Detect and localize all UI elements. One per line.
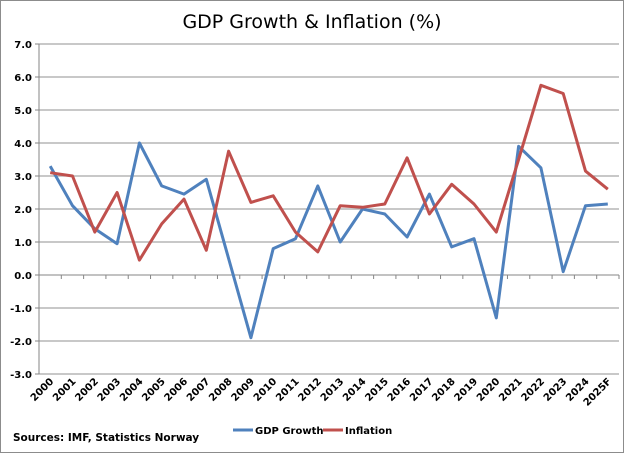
x-tick-label: 2004 xyxy=(118,376,145,403)
series-lines xyxy=(48,83,609,340)
x-tick-label: 2014 xyxy=(341,376,368,403)
x-tick-label: 2010 xyxy=(252,376,279,403)
x-tick-label: 2000 xyxy=(29,376,56,403)
x-tick-label: 2021 xyxy=(497,376,524,403)
x-tick-label: 2023 xyxy=(542,376,569,403)
x-tick-label: 2007 xyxy=(185,376,212,403)
x-tick-label: 2013 xyxy=(319,376,346,403)
x-tick-label: 2008 xyxy=(207,376,234,403)
y-tick-label: 6.0 xyxy=(14,73,32,84)
series-line-inflation xyxy=(49,83,609,262)
x-tick-label: 2022 xyxy=(520,376,547,403)
x-tick-label: 2011 xyxy=(274,376,301,403)
y-axis: 7.0 6.0 5.0 4.0 3.0 2.0 1.0 0.0 -1.0 -2.0 -3.0 xyxy=(10,40,40,381)
y-tick-label: 3.0 xyxy=(14,172,32,183)
x-tick-label: 2012 xyxy=(297,376,324,403)
x-axis: 2000200120022003200420052006200720082009… xyxy=(29,275,620,409)
x-tick-label: 2017 xyxy=(408,376,435,403)
y-tick-label: -3.0 xyxy=(10,370,32,381)
x-tick-label: 2016 xyxy=(386,376,413,403)
chart-title: GDP Growth & Inflation (%) xyxy=(182,11,441,33)
x-tick-label: 2019 xyxy=(453,376,480,403)
legend-label: GDP Growth xyxy=(255,426,323,437)
x-tick-label: 2020 xyxy=(475,376,502,403)
legend-label: Inflation xyxy=(345,426,392,437)
y-tick-label: -2.0 xyxy=(10,337,32,348)
x-tick-label: 2002 xyxy=(73,376,100,403)
y-tick-label: -1.0 xyxy=(10,304,32,315)
y-tick-label: 2.0 xyxy=(14,205,32,216)
x-tick-label: 2006 xyxy=(163,376,190,403)
x-tick-label: 2015 xyxy=(363,376,390,403)
x-tick-label: 2005 xyxy=(140,376,167,403)
gridlines xyxy=(39,43,619,375)
y-tick-label: 4.0 xyxy=(14,139,32,150)
source-note: Sources: IMF, Statistics Norway xyxy=(13,432,199,444)
y-tick-label: 5.0 xyxy=(14,106,32,117)
legend: GDP Growth Inflation xyxy=(233,426,392,437)
y-tick-label: 0.0 xyxy=(14,271,32,282)
y-tick-label: 1.0 xyxy=(14,238,32,249)
y-tick-label: 7.0 xyxy=(14,40,32,51)
x-tick-label: 2001 xyxy=(51,376,78,403)
x-tick-label: 2009 xyxy=(230,376,257,403)
x-tick-label: 2003 xyxy=(96,376,123,403)
x-tick-label: 2018 xyxy=(430,376,457,403)
